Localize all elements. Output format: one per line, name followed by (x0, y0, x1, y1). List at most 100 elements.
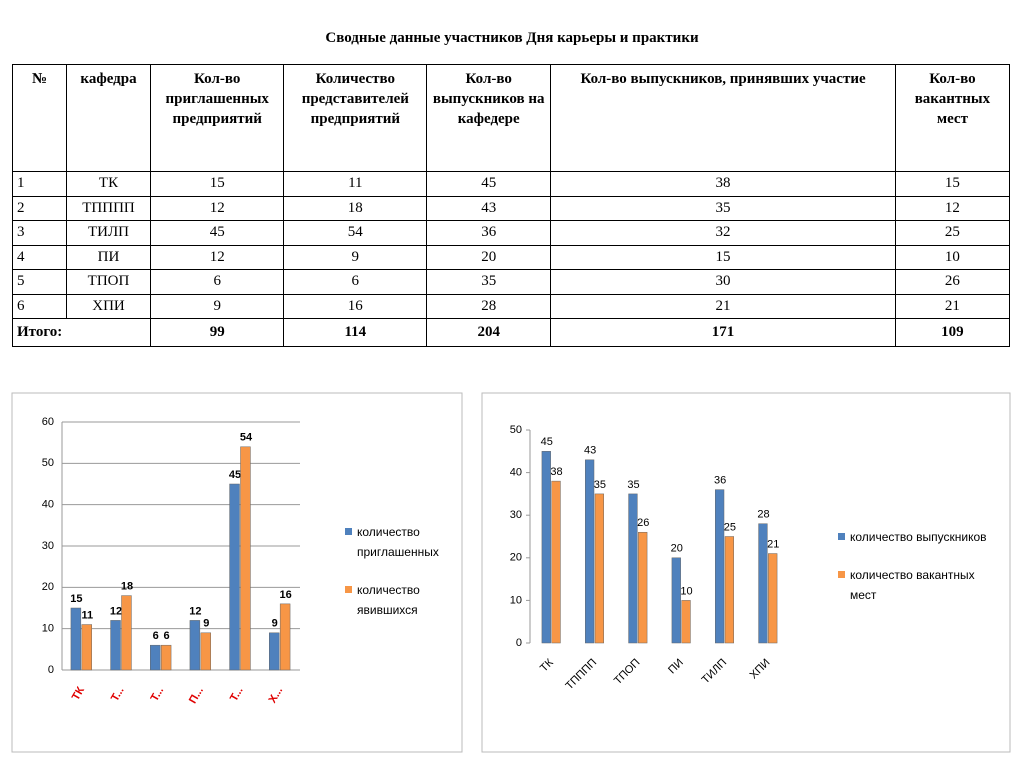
data-label: 21 (767, 538, 779, 550)
y-tick-label: 10 (42, 623, 54, 635)
table-cell: 15 (149, 171, 285, 197)
table-cell: 1 (11, 171, 68, 197)
y-tick-label: 40 (42, 499, 54, 511)
table-cell: 21 (550, 293, 896, 319)
table-cell: 9 (149, 293, 285, 319)
y-tick-label: 30 (510, 509, 522, 521)
data-label: 10 (680, 585, 692, 597)
summary-table: № кафедра Кол-во приглашенных предприятий К… (11, 64, 1011, 347)
table-row: 6 ХПИ 9 16 28 21 21 (11, 293, 1011, 319)
y-tick-label: 50 (510, 424, 522, 436)
title: Сводные данные участников Дня карьеры и … (325, 30, 699, 46)
data-label: 9 (203, 618, 209, 630)
bar (160, 644, 172, 671)
total-cell: 204 (426, 318, 552, 347)
legend-swatch (345, 528, 352, 535)
column-header: кафедра (66, 64, 151, 172)
total-cell: 99 (149, 318, 285, 347)
table-cell: 15 (550, 244, 896, 270)
bar (638, 531, 648, 644)
legend-swatch (838, 571, 845, 578)
data-label: 26 (637, 517, 649, 529)
legend-swatch (838, 533, 845, 540)
bar (671, 557, 681, 644)
data-label: 15 (70, 593, 82, 605)
table-cell: ТПОП (66, 269, 151, 295)
data-label: 25 (724, 521, 736, 533)
legend: количество выпускников количество вакантн… (838, 527, 998, 623)
data-label: 35 (594, 479, 606, 491)
bar (240, 446, 251, 671)
data-label: 6 (153, 630, 159, 642)
data-label: 11 (81, 609, 93, 621)
bar (768, 553, 778, 644)
data-label: 45 (541, 436, 553, 448)
x-tick-label: ХПИ (748, 657, 773, 682)
x-tick-label: Х... (267, 685, 286, 705)
table-cell: 25 (894, 220, 1011, 246)
legend-item: количество выпускников (838, 527, 998, 547)
y-tick-label: 20 (510, 552, 522, 564)
legend: количество приглашенных количество явивши… (345, 522, 455, 638)
data-label: 36 (714, 475, 726, 487)
column-header: Кол-во выпускников на кафедере (426, 64, 552, 172)
bar (110, 620, 121, 671)
x-tick-label: ТПОП (612, 657, 643, 688)
legend-item: количество приглашенных (345, 522, 455, 562)
bar (121, 595, 132, 671)
table-cell: 32 (550, 220, 896, 246)
bar (279, 603, 291, 671)
table-cell: 30 (550, 269, 896, 295)
data-label: 43 (584, 445, 596, 457)
data-label: 18 (121, 581, 133, 593)
y-tick-label: 60 (42, 416, 54, 428)
total-row: Итого: 99 114 204 171 109 (12, 318, 1011, 347)
table-cell: ТИЛП (66, 220, 151, 246)
table-cell: ХПИ (66, 293, 151, 319)
table-cell: 45 (426, 171, 552, 197)
y-tick-label: 10 (510, 594, 522, 606)
table-cell: 35 (550, 195, 896, 221)
x-tick-label: ПИ (666, 657, 686, 677)
bar (189, 620, 201, 671)
bar (628, 493, 638, 644)
total-cell: 114 (283, 318, 428, 347)
total-label: Итого: (12, 318, 151, 347)
bar (150, 644, 161, 671)
bar (585, 459, 595, 644)
total-cell: 171 (550, 318, 896, 347)
legend-label: количество приглашенных (357, 525, 439, 559)
column-header: Кол-во приглашенных предприятий (149, 64, 285, 172)
data-label: 28 (757, 509, 769, 521)
bar (551, 480, 561, 644)
data-label: 45 (229, 469, 241, 481)
bar (200, 632, 211, 671)
data-label: 12 (189, 605, 201, 617)
bar (81, 624, 92, 671)
bar (70, 607, 82, 671)
bar (269, 632, 280, 671)
y-tick-label: 50 (42, 457, 54, 469)
x-tick-label: Т... (109, 685, 127, 704)
x-tick-label: ТИЛП (700, 657, 730, 687)
data-label: 20 (671, 543, 683, 555)
table-cell: 12 (149, 195, 285, 221)
bar (724, 536, 734, 644)
x-tick-label: ТПППП (564, 657, 600, 693)
data-label: 9 (272, 618, 278, 630)
legend-item: количество явившихся (345, 580, 455, 620)
total-cell: 109 (894, 318, 1011, 347)
table-cell: 6 (283, 269, 428, 295)
data-label: 38 (550, 466, 562, 478)
y-tick-label: 0 (48, 664, 54, 676)
column-header: Кол-во вакантных мест (894, 64, 1011, 172)
legend-label: количество явившихся (357, 583, 420, 617)
y-tick-label: 20 (42, 581, 54, 593)
data-label: 54 (240, 432, 253, 444)
table-cell: 15 (894, 171, 1011, 197)
column-header: Количество представителей предприятий (283, 64, 428, 172)
chart-frame (11, 392, 463, 753)
table-cell: 28 (426, 293, 552, 319)
table-cell: ТК (66, 171, 151, 197)
